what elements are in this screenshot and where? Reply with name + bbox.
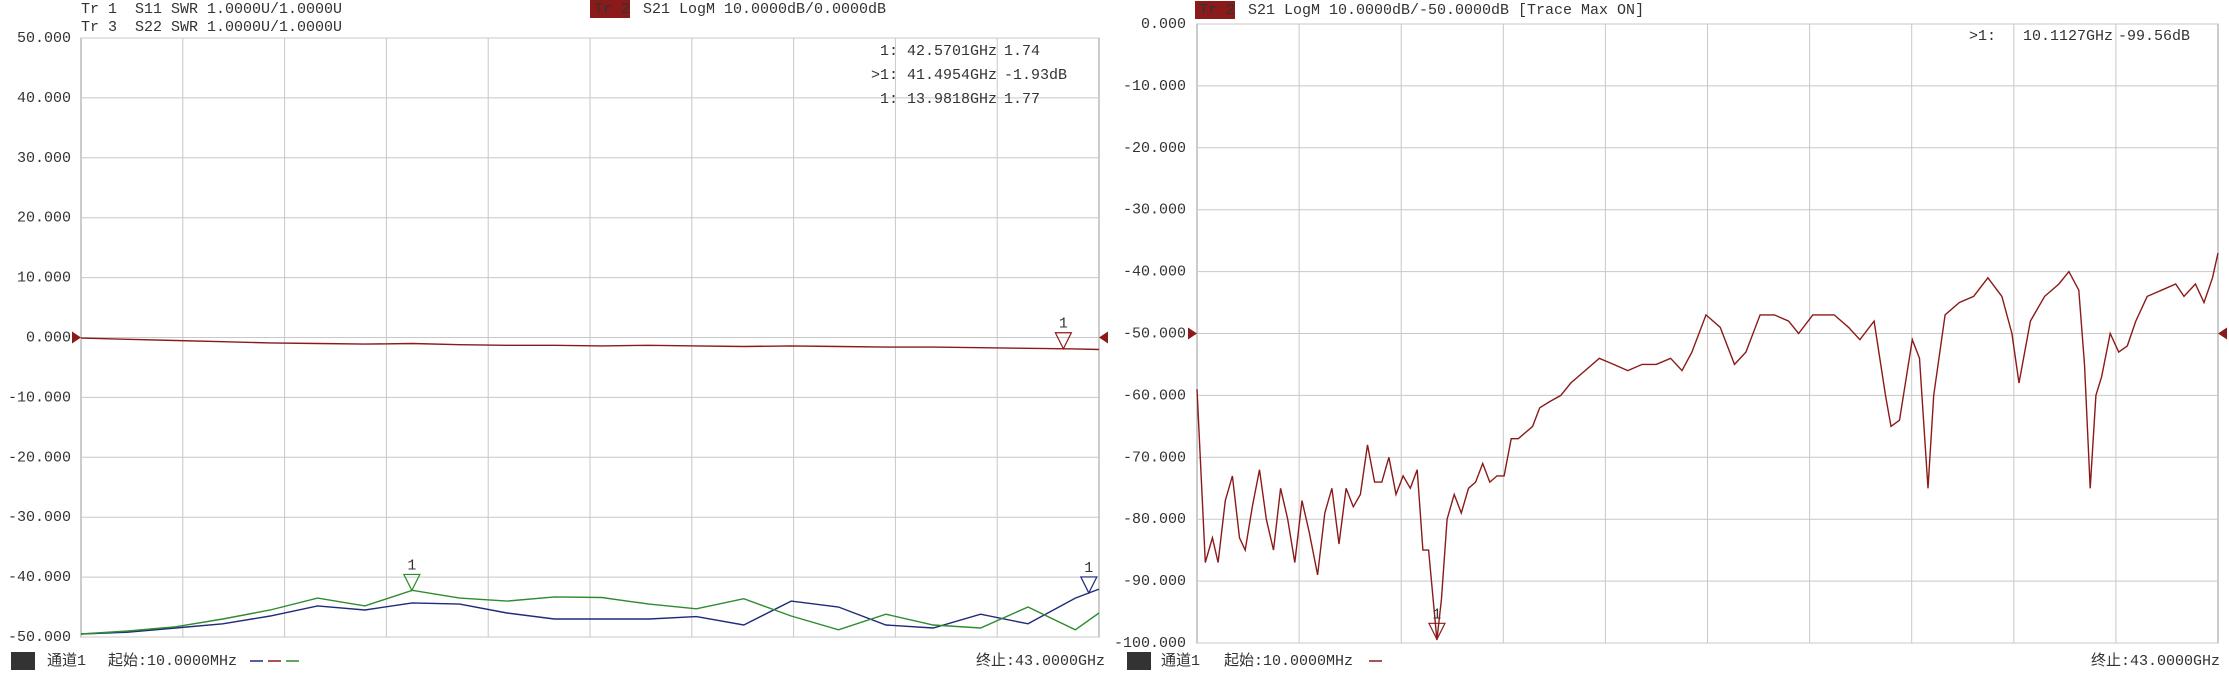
- marker-readout: 1.77: [1004, 91, 1040, 108]
- trace-setting: S21 LogM 10.0000dB/0.0000dB: [643, 1, 886, 18]
- y-tick-label: 0.000: [26, 329, 71, 346]
- marker-prefix: 1:: [880, 43, 898, 60]
- stop-freq: 终止:43.0000GHz: [2091, 652, 2220, 670]
- ref-arrow-left: [1188, 327, 1197, 340]
- trace-line: [80, 589, 1100, 635]
- marker-prefix: >1:: [871, 67, 898, 84]
- y-tick-label: -10.000: [8, 389, 71, 406]
- trace-name: Tr 1: [81, 1, 117, 18]
- trace-line: [80, 588, 1100, 635]
- trace-name: Tr 2: [594, 1, 630, 18]
- marker-x: 13.9818GHz: [907, 91, 997, 108]
- marker-readout: -99.56dB: [2118, 28, 2190, 45]
- trace-badge: [1195, 1, 1235, 19]
- channel-badge-bg: [1127, 652, 1151, 670]
- y-tick-label: -70.000: [1123, 449, 1186, 466]
- y-tick-label: 30.000: [17, 150, 71, 167]
- start-freq: 起始:10.0000MHz: [108, 652, 237, 670]
- y-tick-label: -50.000: [1123, 325, 1186, 342]
- y-tick-label: -30.000: [8, 509, 71, 526]
- y-tick-label: -10.000: [1123, 78, 1186, 95]
- marker-readout: -1.93dB: [1004, 67, 1067, 84]
- y-tick-label: 0.000: [1141, 16, 1186, 33]
- y-tick-label: -40.000: [1123, 264, 1186, 281]
- y-tick-label: -40.000: [8, 569, 71, 586]
- y-tick-label: -20.000: [8, 449, 71, 466]
- y-tick-label: -80.000: [1123, 511, 1186, 528]
- trace-name: Tr 3: [81, 19, 117, 36]
- stop-freq: 终止:43.0000GHz: [976, 652, 1105, 670]
- ref-arrow-left: [72, 331, 81, 344]
- marker-triangle: [1079, 576, 1098, 595]
- channel-badge: 1: [1134, 653, 1143, 670]
- trace-setting: S22 SWR 1.0000U/1.0000U: [135, 19, 342, 36]
- y-tick-label: -60.000: [1123, 387, 1186, 404]
- marker-x: 42.5701GHz: [907, 43, 997, 60]
- y-tick-label: -50.000: [8, 629, 71, 646]
- y-tick-label: -100.000: [1114, 635, 1186, 652]
- marker-readout: 1.74: [1004, 43, 1040, 60]
- marker-id: 1: [1432, 606, 1441, 623]
- trace-name: Tr 2: [1199, 2, 1235, 19]
- marker-id: 1: [407, 557, 416, 574]
- channel-name: 通道1: [1161, 652, 1200, 670]
- marker-prefix: 1:: [880, 91, 898, 108]
- trace-line: [1196, 252, 2219, 640]
- marker-triangle: [1054, 332, 1073, 351]
- ref-arrow-right: [2218, 327, 2227, 340]
- marker-prefix: >1:: [1969, 28, 1996, 45]
- channel-name: 通道1: [47, 652, 86, 670]
- marker-x: 41.4954GHz: [907, 67, 997, 84]
- marker-id: 1: [1059, 316, 1068, 333]
- y-tick-label: -30.000: [1123, 202, 1186, 219]
- marker-triangle: [402, 573, 421, 592]
- y-tick-label: 40.000: [17, 90, 71, 107]
- y-tick-label: 10.000: [17, 270, 71, 287]
- y-tick-label: -90.000: [1123, 573, 1186, 590]
- ref-arrow-right: [1099, 331, 1108, 344]
- trace-badge: [590, 0, 630, 18]
- y-tick-label: 50.000: [17, 30, 71, 47]
- marker-id: 1: [1084, 560, 1093, 577]
- marker-x: 10.1127GHz: [2023, 28, 2113, 45]
- trace-line: [80, 337, 1100, 351]
- trace-setting: S21 LogM 10.0000dB/-50.0000dB [Trace Max…: [1248, 2, 1644, 19]
- marker-triangle: [1427, 622, 1446, 641]
- start-freq: 起始:10.0000MHz: [1224, 652, 1353, 670]
- channel-badge: 1: [18, 653, 27, 670]
- trace-setting: S11 SWR 1.0000U/1.0000U: [135, 1, 342, 18]
- channel-badge-bg: [11, 652, 35, 670]
- y-tick-label: -20.000: [1123, 140, 1186, 157]
- y-tick-label: 20.000: [17, 210, 71, 227]
